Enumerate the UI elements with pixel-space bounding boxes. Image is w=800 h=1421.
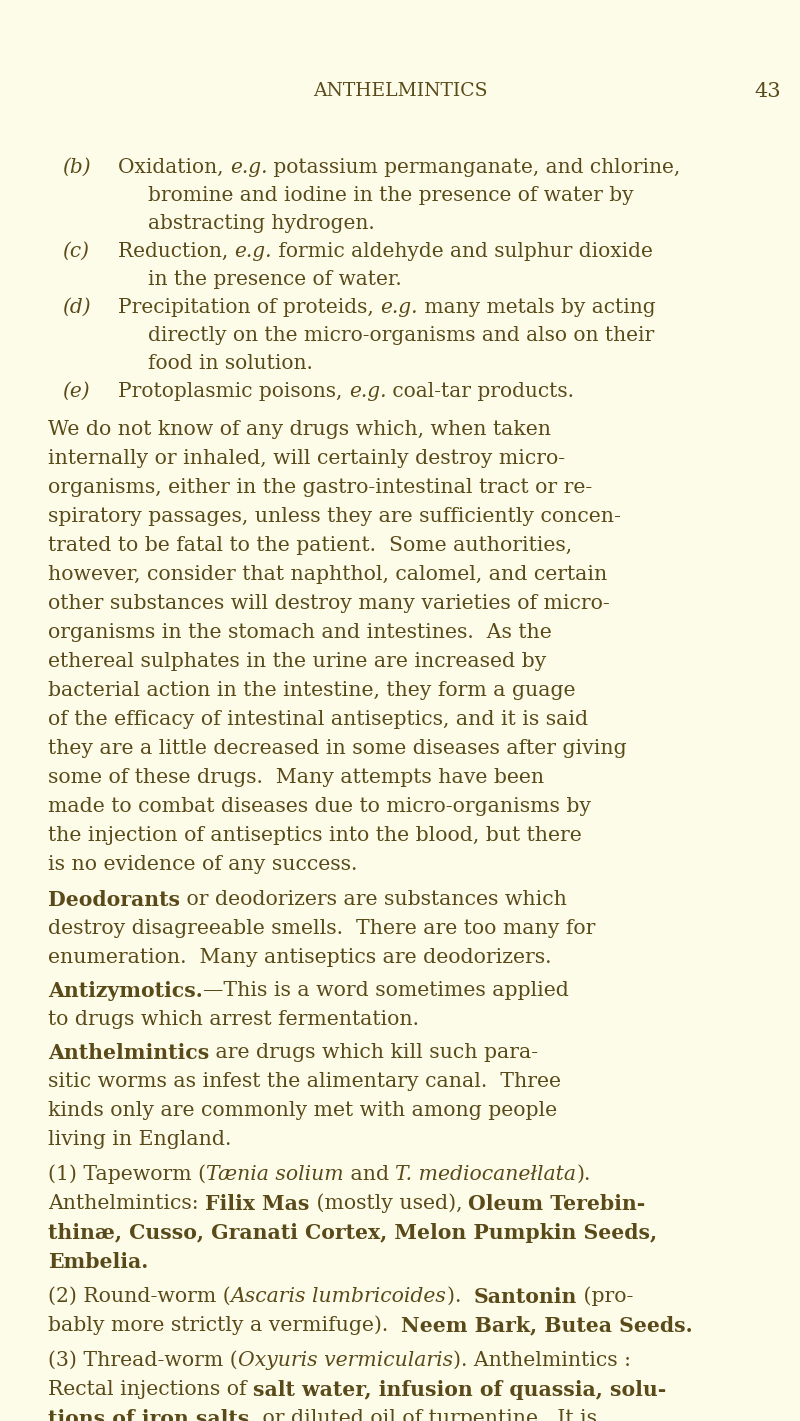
Text: ANTHELMINTICS: ANTHELMINTICS: [313, 82, 487, 99]
Text: and: and: [344, 1165, 395, 1184]
Text: organisms, either in the gastro-intestinal tract or re-: organisms, either in the gastro-intestin…: [48, 477, 592, 497]
Text: are drugs which kill such para-: are drugs which kill such para-: [210, 1043, 538, 1061]
Text: other substances will destroy many varieties of micro-: other substances will destroy many varie…: [48, 594, 610, 612]
Text: Rectal injections of: Rectal injections of: [48, 1380, 253, 1398]
Text: food in solution.: food in solution.: [148, 354, 313, 372]
Text: some of these drugs.  Many attempts have been: some of these drugs. Many attempts have …: [48, 767, 544, 787]
Text: is no evidence of any success.: is no evidence of any success.: [48, 855, 358, 874]
Text: (b): (b): [62, 158, 90, 178]
Text: living in England.: living in England.: [48, 1130, 231, 1148]
Text: We do not know of any drugs which, when taken: We do not know of any drugs which, when …: [48, 419, 551, 439]
Text: made to combat diseases due to micro-organisms by: made to combat diseases due to micro-org…: [48, 797, 591, 816]
Text: many metals by acting: many metals by acting: [418, 298, 655, 317]
Text: spiratory passages, unless they are sufficiently concen-: spiratory passages, unless they are suff…: [48, 507, 621, 526]
Text: trated to be fatal to the patient.  Some authorities,: trated to be fatal to the patient. Some …: [48, 536, 572, 554]
Text: T. mediocanełlata: T. mediocanełlata: [395, 1165, 576, 1184]
Text: Santonin: Santonin: [474, 1287, 578, 1307]
Text: ethereal sulphates in the urine are increased by: ethereal sulphates in the urine are incr…: [48, 652, 546, 671]
Text: destroy disagreeable smells.  There are too many for: destroy disagreeable smells. There are t…: [48, 919, 595, 938]
Text: salt water, infusion of quassia, solu-: salt water, infusion of quassia, solu-: [253, 1380, 666, 1400]
Text: (c): (c): [62, 242, 89, 261]
Text: Reduction,: Reduction,: [118, 242, 234, 261]
Text: e.g.: e.g.: [230, 158, 267, 178]
Text: (pro-: (pro-: [578, 1287, 634, 1306]
Text: formic aldehyde and sulphur dioxide: formic aldehyde and sulphur dioxide: [272, 242, 653, 261]
Text: abstracting hydrogen.: abstracting hydrogen.: [148, 215, 374, 233]
Text: bacterial action in the intestine, they form a guage: bacterial action in the intestine, they …: [48, 681, 575, 699]
Text: Deodorants: Deodorants: [48, 890, 180, 909]
Text: Oxidation,: Oxidation,: [118, 158, 230, 178]
Text: 43: 43: [754, 82, 781, 101]
Text: (d): (d): [62, 298, 90, 317]
Text: Embelia.: Embelia.: [48, 1252, 148, 1272]
Text: Oleum Terebin-: Oleum Terebin-: [469, 1194, 646, 1214]
Text: ). Anthelmintics :: ). Anthelmintics :: [453, 1351, 631, 1370]
Text: ).: ).: [576, 1165, 590, 1184]
Text: bably more strictly a vermifuge).: bably more strictly a vermifuge).: [48, 1316, 402, 1336]
Text: directly on the micro-organisms and also on their: directly on the micro-organisms and also…: [148, 325, 654, 345]
Text: (3) Thread-worm (: (3) Thread-worm (: [48, 1351, 238, 1370]
Text: however, consider that naphthol, calomel, and certain: however, consider that naphthol, calomel…: [48, 564, 607, 584]
Text: the injection of antiseptics into the blood, but there: the injection of antiseptics into the bl…: [48, 826, 582, 845]
Text: Filix Mas: Filix Mas: [205, 1194, 310, 1214]
Text: ).: ).: [446, 1287, 474, 1306]
Text: e.g.: e.g.: [349, 382, 386, 401]
Text: thinæ, Cusso, Granati Cortex, Melon Pumpkin Seeds,: thinæ, Cusso, Granati Cortex, Melon Pump…: [48, 1223, 657, 1243]
Text: potassium permanganate, and chlorine,: potassium permanganate, and chlorine,: [267, 158, 681, 178]
Text: e.g.: e.g.: [380, 298, 418, 317]
Text: Precipitation of proteids,: Precipitation of proteids,: [118, 298, 380, 317]
Text: or deodorizers are substances which: or deodorizers are substances which: [180, 890, 567, 909]
Text: Oxyuris vermicularis: Oxyuris vermicularis: [238, 1351, 453, 1370]
Text: Anthelmintics:: Anthelmintics:: [48, 1194, 205, 1212]
Text: (mostly used),: (mostly used),: [310, 1194, 469, 1214]
Text: in the presence of water.: in the presence of water.: [148, 270, 402, 288]
Text: —This is a word sometimes applied: —This is a word sometimes applied: [202, 980, 569, 1000]
Text: of the efficacy of intestinal antiseptics, and it is said: of the efficacy of intestinal antiseptic…: [48, 710, 588, 729]
Text: (2) Round-worm (: (2) Round-worm (: [48, 1287, 230, 1306]
Text: coal-tar products.: coal-tar products.: [386, 382, 574, 401]
Text: organisms in the stomach and intestines.  As the: organisms in the stomach and intestines.…: [48, 622, 552, 642]
Text: enumeration.  Many antiseptics are deodorizers.: enumeration. Many antiseptics are deodor…: [48, 948, 551, 966]
Text: or diluted oil of turpentine.  It is: or diluted oil of turpentine. It is: [256, 1408, 598, 1421]
Text: kinds only are commonly met with among people: kinds only are commonly met with among p…: [48, 1101, 557, 1120]
Text: Protoplasmic poisons,: Protoplasmic poisons,: [118, 382, 349, 401]
Text: internally or inhaled, will certainly destroy micro-: internally or inhaled, will certainly de…: [48, 449, 565, 468]
Text: (e): (e): [62, 382, 90, 401]
Text: (1) Tapeworm (: (1) Tapeworm (: [48, 1165, 206, 1185]
Text: Neem Bark, Butea Seeds.: Neem Bark, Butea Seeds.: [402, 1316, 693, 1336]
Text: bromine and iodine in the presence of water by: bromine and iodine in the presence of wa…: [148, 186, 634, 205]
Text: sitic worms as infest the alimentary canal.  Three: sitic worms as infest the alimentary can…: [48, 1071, 561, 1091]
Text: Tænia solium: Tænia solium: [206, 1165, 344, 1184]
Text: Antizymotics.: Antizymotics.: [48, 980, 202, 1000]
Text: Anthelmintics: Anthelmintics: [48, 1043, 210, 1063]
Text: Ascaris lumbricoides: Ascaris lumbricoides: [230, 1287, 446, 1306]
Text: tions of iron salts,: tions of iron salts,: [48, 1408, 256, 1421]
Text: to drugs which arrest fermentation.: to drugs which arrest fermentation.: [48, 1010, 419, 1029]
Text: e.g.: e.g.: [234, 242, 272, 261]
Text: they are a little decreased in some diseases after giving: they are a little decreased in some dise…: [48, 739, 626, 757]
